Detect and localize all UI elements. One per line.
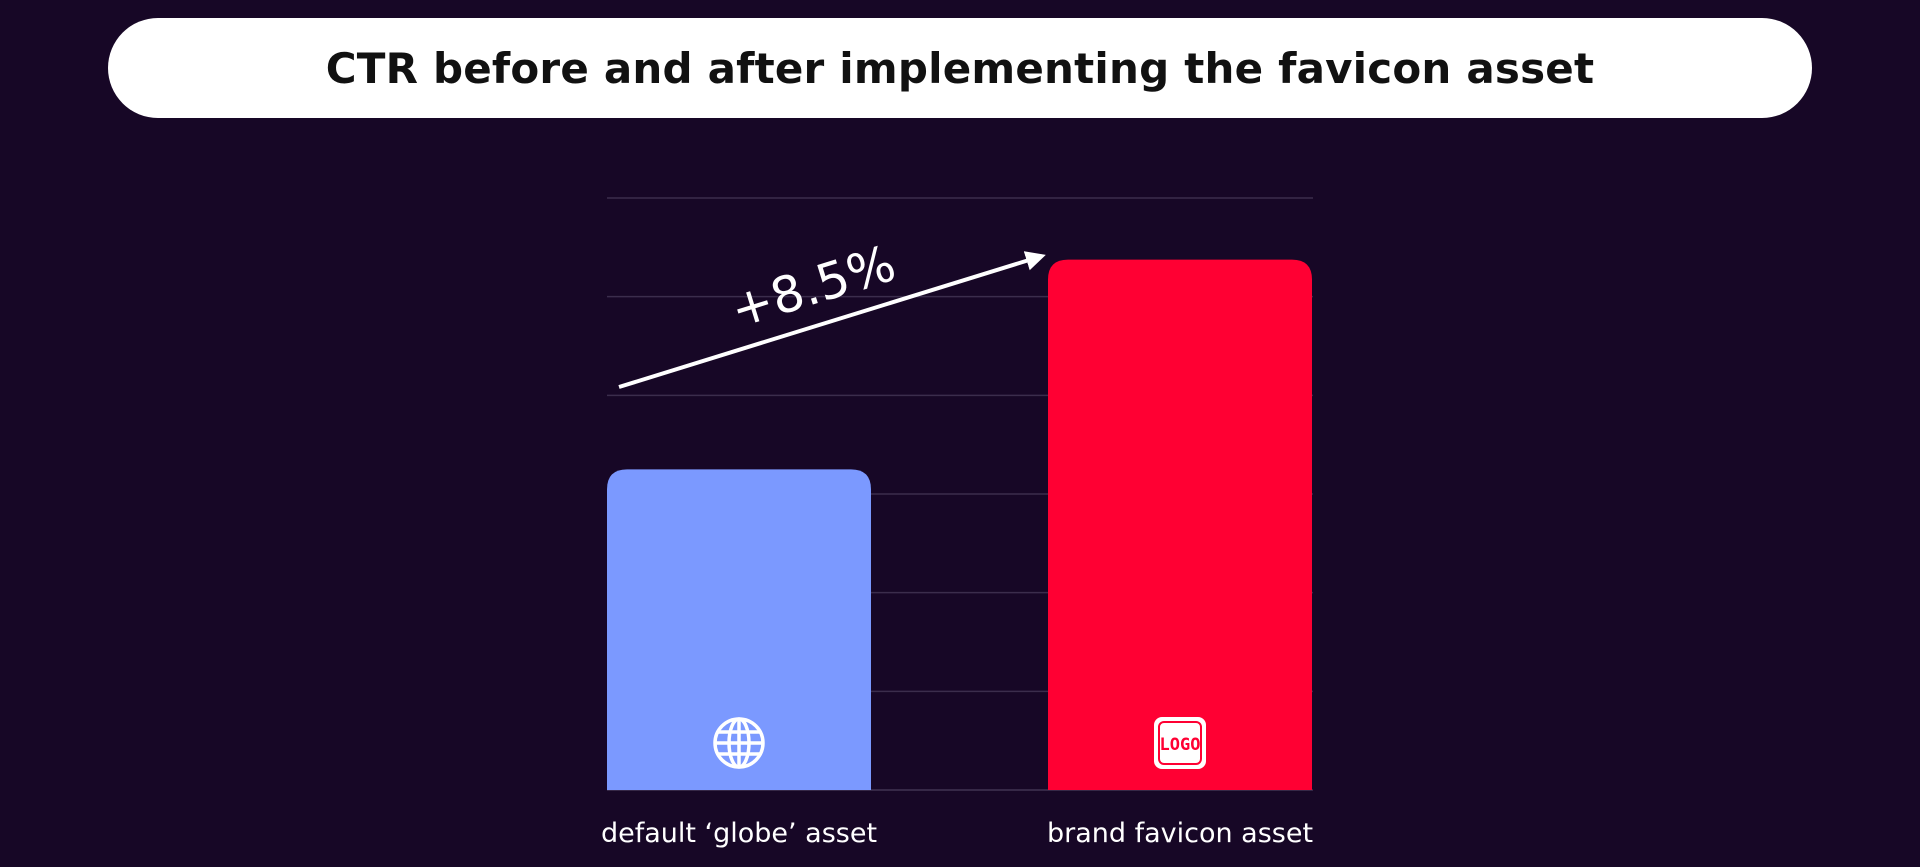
change-annotation: +8.5% <box>618 234 1046 389</box>
chart-title: CTR before and after implementing the fa… <box>325 43 1595 93</box>
bar-globe-asset <box>607 469 871 790</box>
bar-icons: LOGO <box>713 717 1206 769</box>
globe-icon <box>713 717 765 769</box>
bar-brand-favicon <box>1048 259 1312 791</box>
bars <box>607 259 1312 791</box>
logo-icon-text: LOGO <box>1160 735 1201 755</box>
chart-title-pill: CTR before and after implementing the fa… <box>108 18 1812 118</box>
logo-icon: LOGO <box>1154 717 1206 769</box>
category-labels: default ‘globe’ asset brand favicon asset <box>601 818 1313 849</box>
category-label: brand favicon asset <box>1047 818 1313 849</box>
category-label: default ‘globe’ asset <box>601 818 877 849</box>
growth-arrow <box>618 251 1046 389</box>
change-percent-label: +8.5% <box>724 234 903 339</box>
